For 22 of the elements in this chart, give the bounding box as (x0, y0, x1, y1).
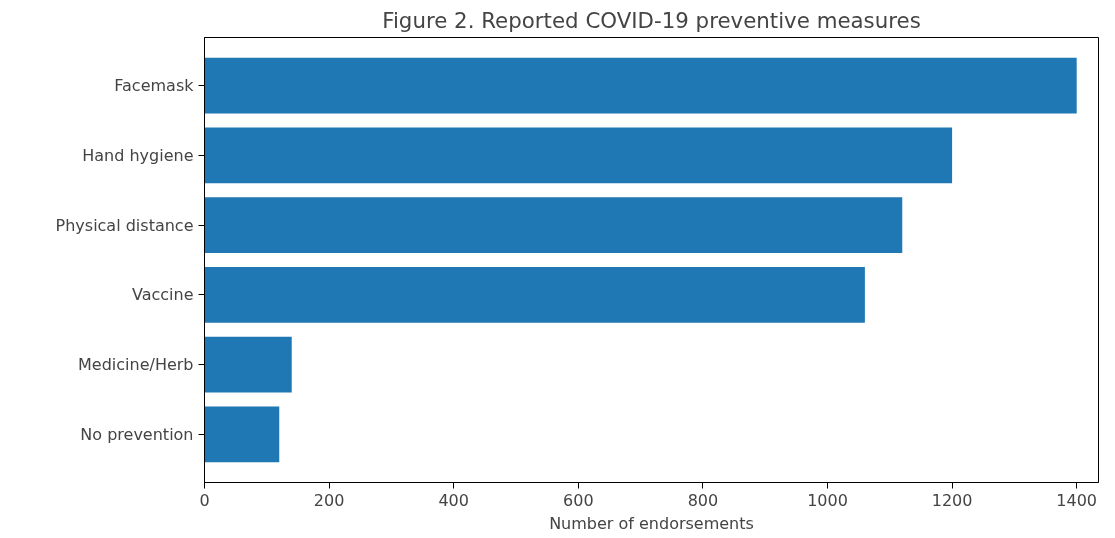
y-tick-label: Medicine/Herb (78, 355, 194, 375)
chart-title: Figure 2. Reported COVID-19 preventive measures (382, 7, 921, 33)
bar (204, 266, 865, 323)
x-tick-label: 600 (563, 490, 594, 510)
bar (204, 127, 953, 184)
bar (204, 406, 280, 463)
x-tick-label: 800 (687, 490, 719, 510)
x-tick-label: 200 (313, 490, 345, 510)
x-tick-label: 400 (438, 490, 469, 510)
bar (204, 336, 292, 393)
y-tick-label: Hand hygiene (82, 145, 194, 165)
y-tick-label: No prevention (80, 424, 194, 444)
y-tick-label: Vaccine (131, 285, 194, 305)
bar (204, 57, 1077, 114)
y-tick-label: Physical distance (55, 215, 194, 235)
x-tick-label: 1400 (1056, 490, 1098, 510)
y-tick-label: Facemask (114, 76, 195, 96)
bar (204, 197, 903, 254)
x-tick-label: 0 (199, 490, 210, 510)
x-axis-title: Number of endorsements (549, 513, 754, 533)
x-tick-label: 1000 (807, 490, 848, 510)
x-tick-label: 1200 (931, 490, 973, 510)
